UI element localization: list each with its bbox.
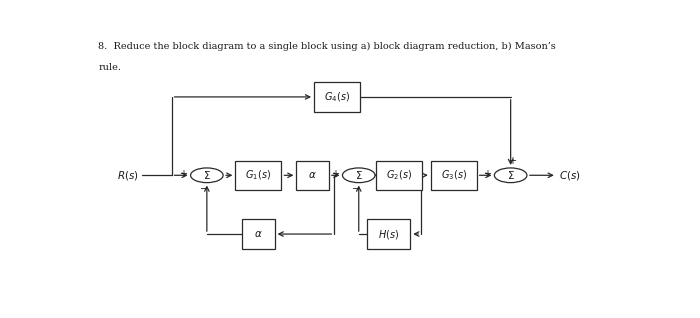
Text: $\Sigma$: $\Sigma$ [507, 169, 514, 181]
Text: $\Sigma$: $\Sigma$ [203, 169, 211, 181]
Bar [367, 219, 410, 249]
Text: $\alpha$: $\alpha$ [308, 170, 317, 180]
Text: $G_4(s)$: $G_4(s)$ [324, 90, 350, 104]
Text: $R(s)$: $R(s)$ [118, 169, 139, 182]
Text: $H(s)$: $H(s)$ [378, 228, 399, 240]
Text: +: + [330, 169, 339, 179]
Bar [377, 161, 423, 190]
Text: $G_2(s)$: $G_2(s)$ [386, 169, 412, 182]
Text: rule.: rule. [98, 63, 121, 72]
Text: −: − [200, 184, 208, 194]
Text: −: − [352, 184, 360, 194]
Bar [430, 161, 477, 190]
Bar [235, 161, 281, 190]
Text: $G_1(s)$: $G_1(s)$ [246, 169, 272, 182]
Circle shape [494, 168, 527, 183]
Bar [296, 161, 329, 190]
Text: $\Sigma$: $\Sigma$ [355, 169, 363, 181]
Circle shape [342, 168, 375, 183]
Text: +: + [178, 169, 187, 179]
Text: $\alpha$: $\alpha$ [254, 229, 262, 239]
Bar [314, 82, 360, 112]
Text: $G_3(s)$: $G_3(s)$ [441, 169, 467, 182]
Bar [242, 219, 274, 249]
Circle shape [190, 168, 223, 183]
Text: +: + [482, 169, 491, 179]
Text: $C(s)$: $C(s)$ [559, 169, 581, 182]
Text: +: + [508, 156, 517, 166]
Text: 8.  Reduce the block diagram to a single block using a) block diagram reduction,: 8. Reduce the block diagram to a single … [98, 42, 556, 51]
